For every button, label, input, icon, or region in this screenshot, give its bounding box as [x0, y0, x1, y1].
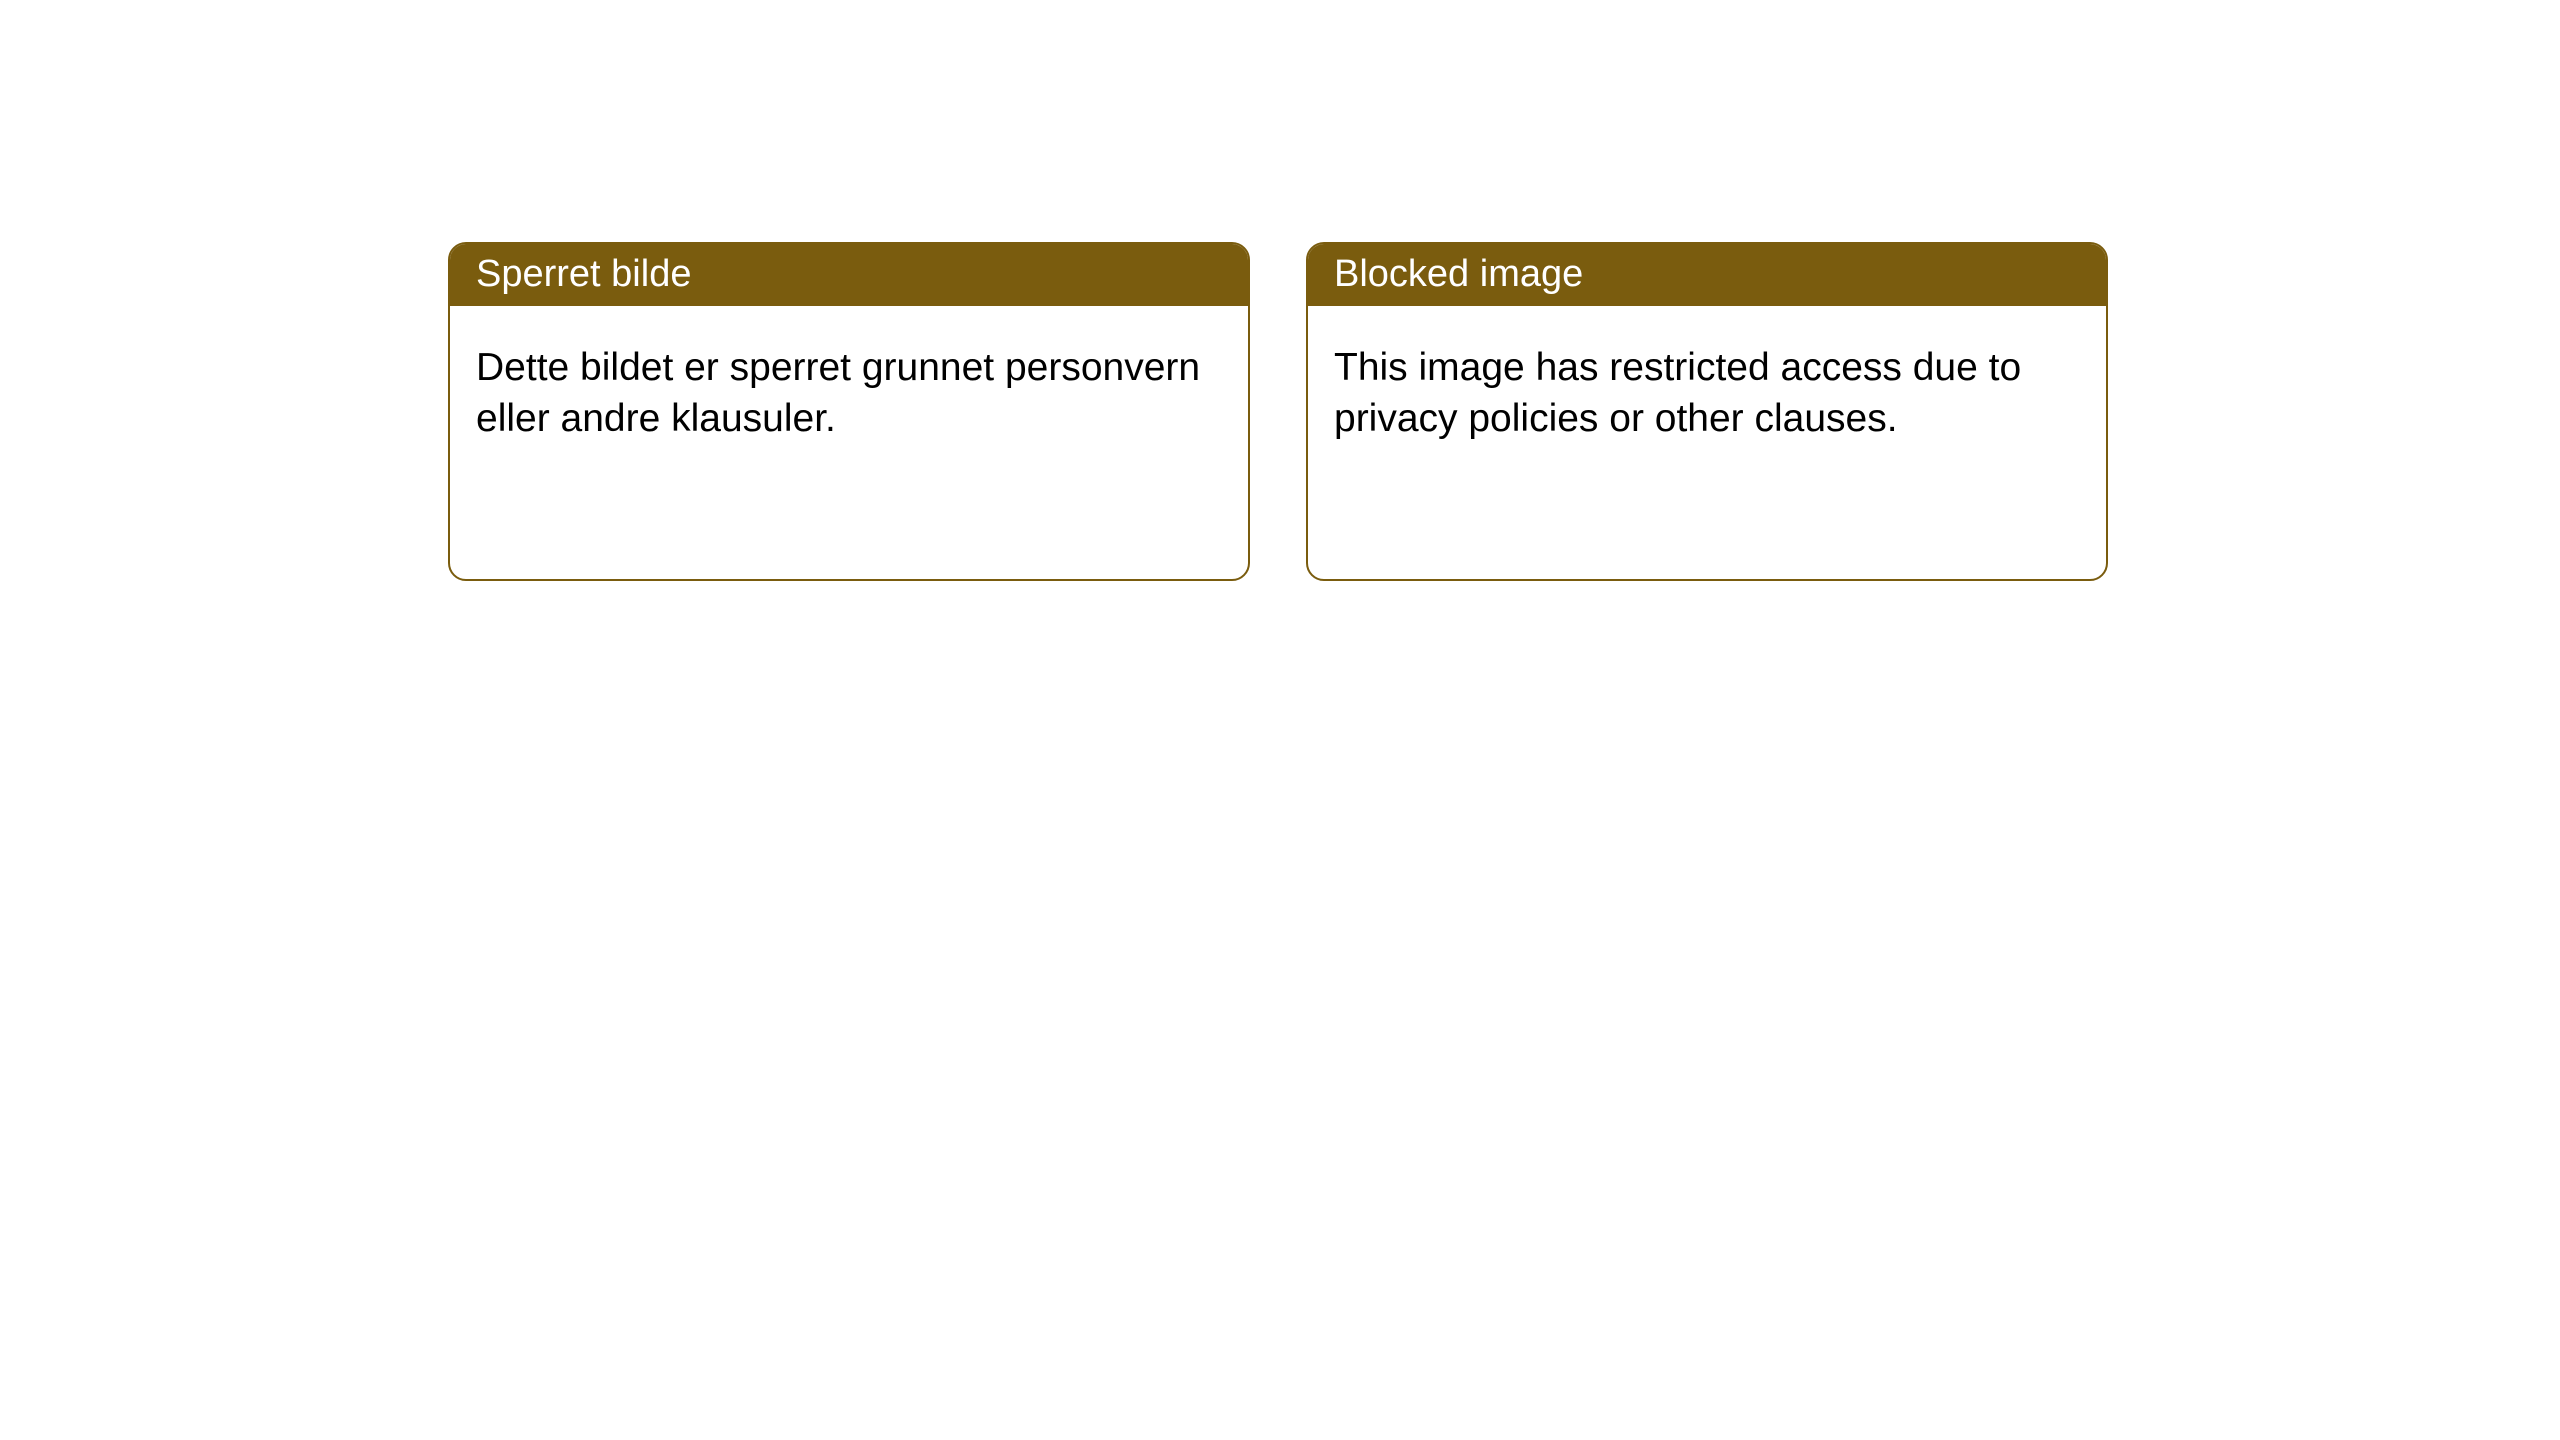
card-body-text: Dette bildet er sperret grunnet personve…	[476, 346, 1200, 440]
card-body: This image has restricted access due to …	[1308, 306, 2106, 471]
card-header: Blocked image	[1308, 244, 2106, 306]
card-title: Sperret bilde	[476, 253, 691, 296]
blocked-image-card-en: Blocked image This image has restricted …	[1306, 242, 2108, 581]
card-header: Sperret bilde	[450, 244, 1248, 306]
card-body: Dette bildet er sperret grunnet personve…	[450, 306, 1248, 471]
blocked-image-card-no: Sperret bilde Dette bildet er sperret gr…	[448, 242, 1250, 581]
cards-container: Sperret bilde Dette bildet er sperret gr…	[0, 0, 2560, 581]
card-title: Blocked image	[1334, 253, 1583, 296]
card-body-text: This image has restricted access due to …	[1334, 346, 2021, 440]
